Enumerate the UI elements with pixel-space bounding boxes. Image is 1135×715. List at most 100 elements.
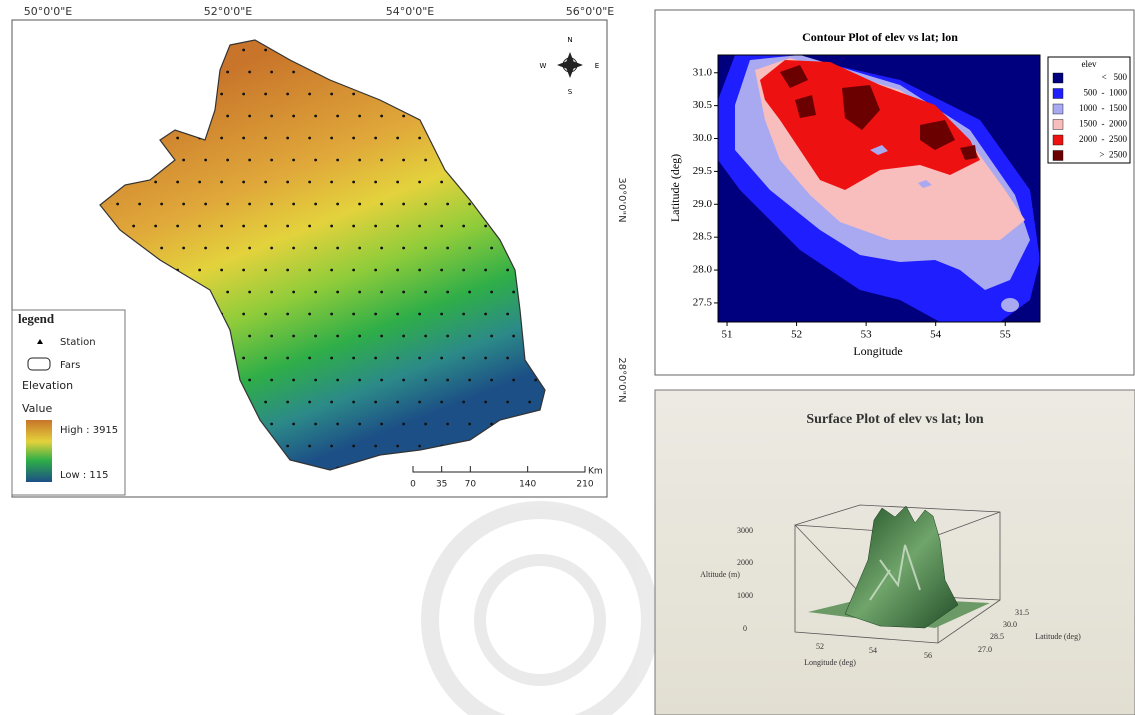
lon-labels: 50°0'0"E52°0'0"E54°0'0"E56°0'0"E: [24, 5, 615, 18]
level-region: [1001, 298, 1019, 312]
station: [506, 357, 509, 360]
station: [336, 423, 339, 426]
station: [484, 357, 487, 360]
station: [286, 445, 289, 448]
station: [440, 401, 443, 404]
lat-label: 30°0'0"N: [616, 177, 627, 222]
station: [468, 291, 471, 294]
station: [220, 181, 223, 184]
station: [462, 401, 465, 404]
legend-high: High : 3915: [60, 425, 118, 436]
station: [446, 291, 449, 294]
station: [248, 71, 251, 74]
station: [352, 225, 355, 228]
station: [358, 159, 361, 162]
lon-label: 50°0'0"E: [24, 5, 73, 18]
station: [484, 225, 487, 228]
station: [380, 203, 383, 206]
station: [402, 335, 405, 338]
x-axis-label: Longitude: [853, 344, 902, 358]
station: [226, 291, 229, 294]
station: [292, 423, 295, 426]
station: [440, 181, 443, 184]
station: [462, 269, 465, 272]
station: [424, 203, 427, 206]
station: [270, 379, 273, 382]
surface-plot: Surface Plot of elev vs lat; lon 0100020…: [655, 390, 1135, 715]
station: [534, 379, 537, 382]
station: [264, 137, 267, 140]
station: [330, 225, 333, 228]
station: [226, 115, 229, 118]
station: [336, 247, 339, 250]
map-legend: legend Station Fars Elevation Value High…: [12, 310, 125, 495]
x-tick-label: 51: [722, 329, 733, 341]
station: [418, 445, 421, 448]
station: [292, 203, 295, 206]
contour-title: Contour Plot of elev vs lat; lon: [802, 30, 958, 44]
station: [314, 291, 317, 294]
station: [204, 247, 207, 250]
station: [512, 379, 515, 382]
station: [308, 181, 311, 184]
z-tick-label: 1000: [737, 591, 753, 600]
station: [264, 357, 267, 360]
station: [330, 357, 333, 360]
station: [352, 313, 355, 316]
station: [424, 379, 427, 382]
station: [204, 159, 207, 162]
station: [374, 225, 377, 228]
y-tick-label: 31.0: [693, 66, 713, 78]
station: [264, 401, 267, 404]
station: [220, 225, 223, 228]
x-tick-label: 52: [816, 642, 824, 651]
station: [220, 137, 223, 140]
y-tick-label: 28.0: [693, 264, 713, 276]
legend-low: Low : 115: [60, 470, 109, 481]
station: [446, 203, 449, 206]
station: [440, 313, 443, 316]
station: [264, 49, 267, 52]
legend-title: elev: [1082, 59, 1097, 69]
station: [462, 225, 465, 228]
station: [242, 269, 245, 272]
station: [352, 445, 355, 448]
station: [248, 115, 251, 118]
station: [308, 313, 311, 316]
station: [506, 401, 509, 404]
station: [308, 137, 311, 140]
station: [286, 313, 289, 316]
station: [248, 291, 251, 294]
station: [220, 269, 223, 272]
figure: 50°0'0"E52°0'0"E54°0'0"E56°0'0"E 30°0'0"…: [0, 0, 1135, 715]
station: [314, 379, 317, 382]
station: [226, 247, 229, 250]
station: [380, 335, 383, 338]
legend-label: 1000 - 1500: [1079, 103, 1127, 113]
x-axis-label: Longitude (deg): [804, 658, 856, 667]
station: [462, 313, 465, 316]
watermark: [430, 510, 650, 715]
station: [402, 159, 405, 162]
station: [292, 379, 295, 382]
station: [506, 313, 509, 316]
legend-station: Station: [60, 337, 96, 348]
station: [418, 137, 421, 140]
station: [242, 137, 245, 140]
station: [468, 379, 471, 382]
x-tick-label: 52: [791, 329, 802, 341]
station: [336, 159, 339, 162]
station: [264, 93, 267, 96]
y-tick-label: 28.5: [693, 231, 713, 243]
station: [248, 159, 251, 162]
station: [160, 203, 163, 206]
station: [330, 137, 333, 140]
station: [330, 269, 333, 272]
legend-swatch: [1053, 73, 1063, 83]
station: [402, 247, 405, 250]
station: [402, 291, 405, 294]
station: [336, 335, 339, 338]
station: [116, 203, 119, 206]
station: [270, 423, 273, 426]
station: [512, 291, 515, 294]
